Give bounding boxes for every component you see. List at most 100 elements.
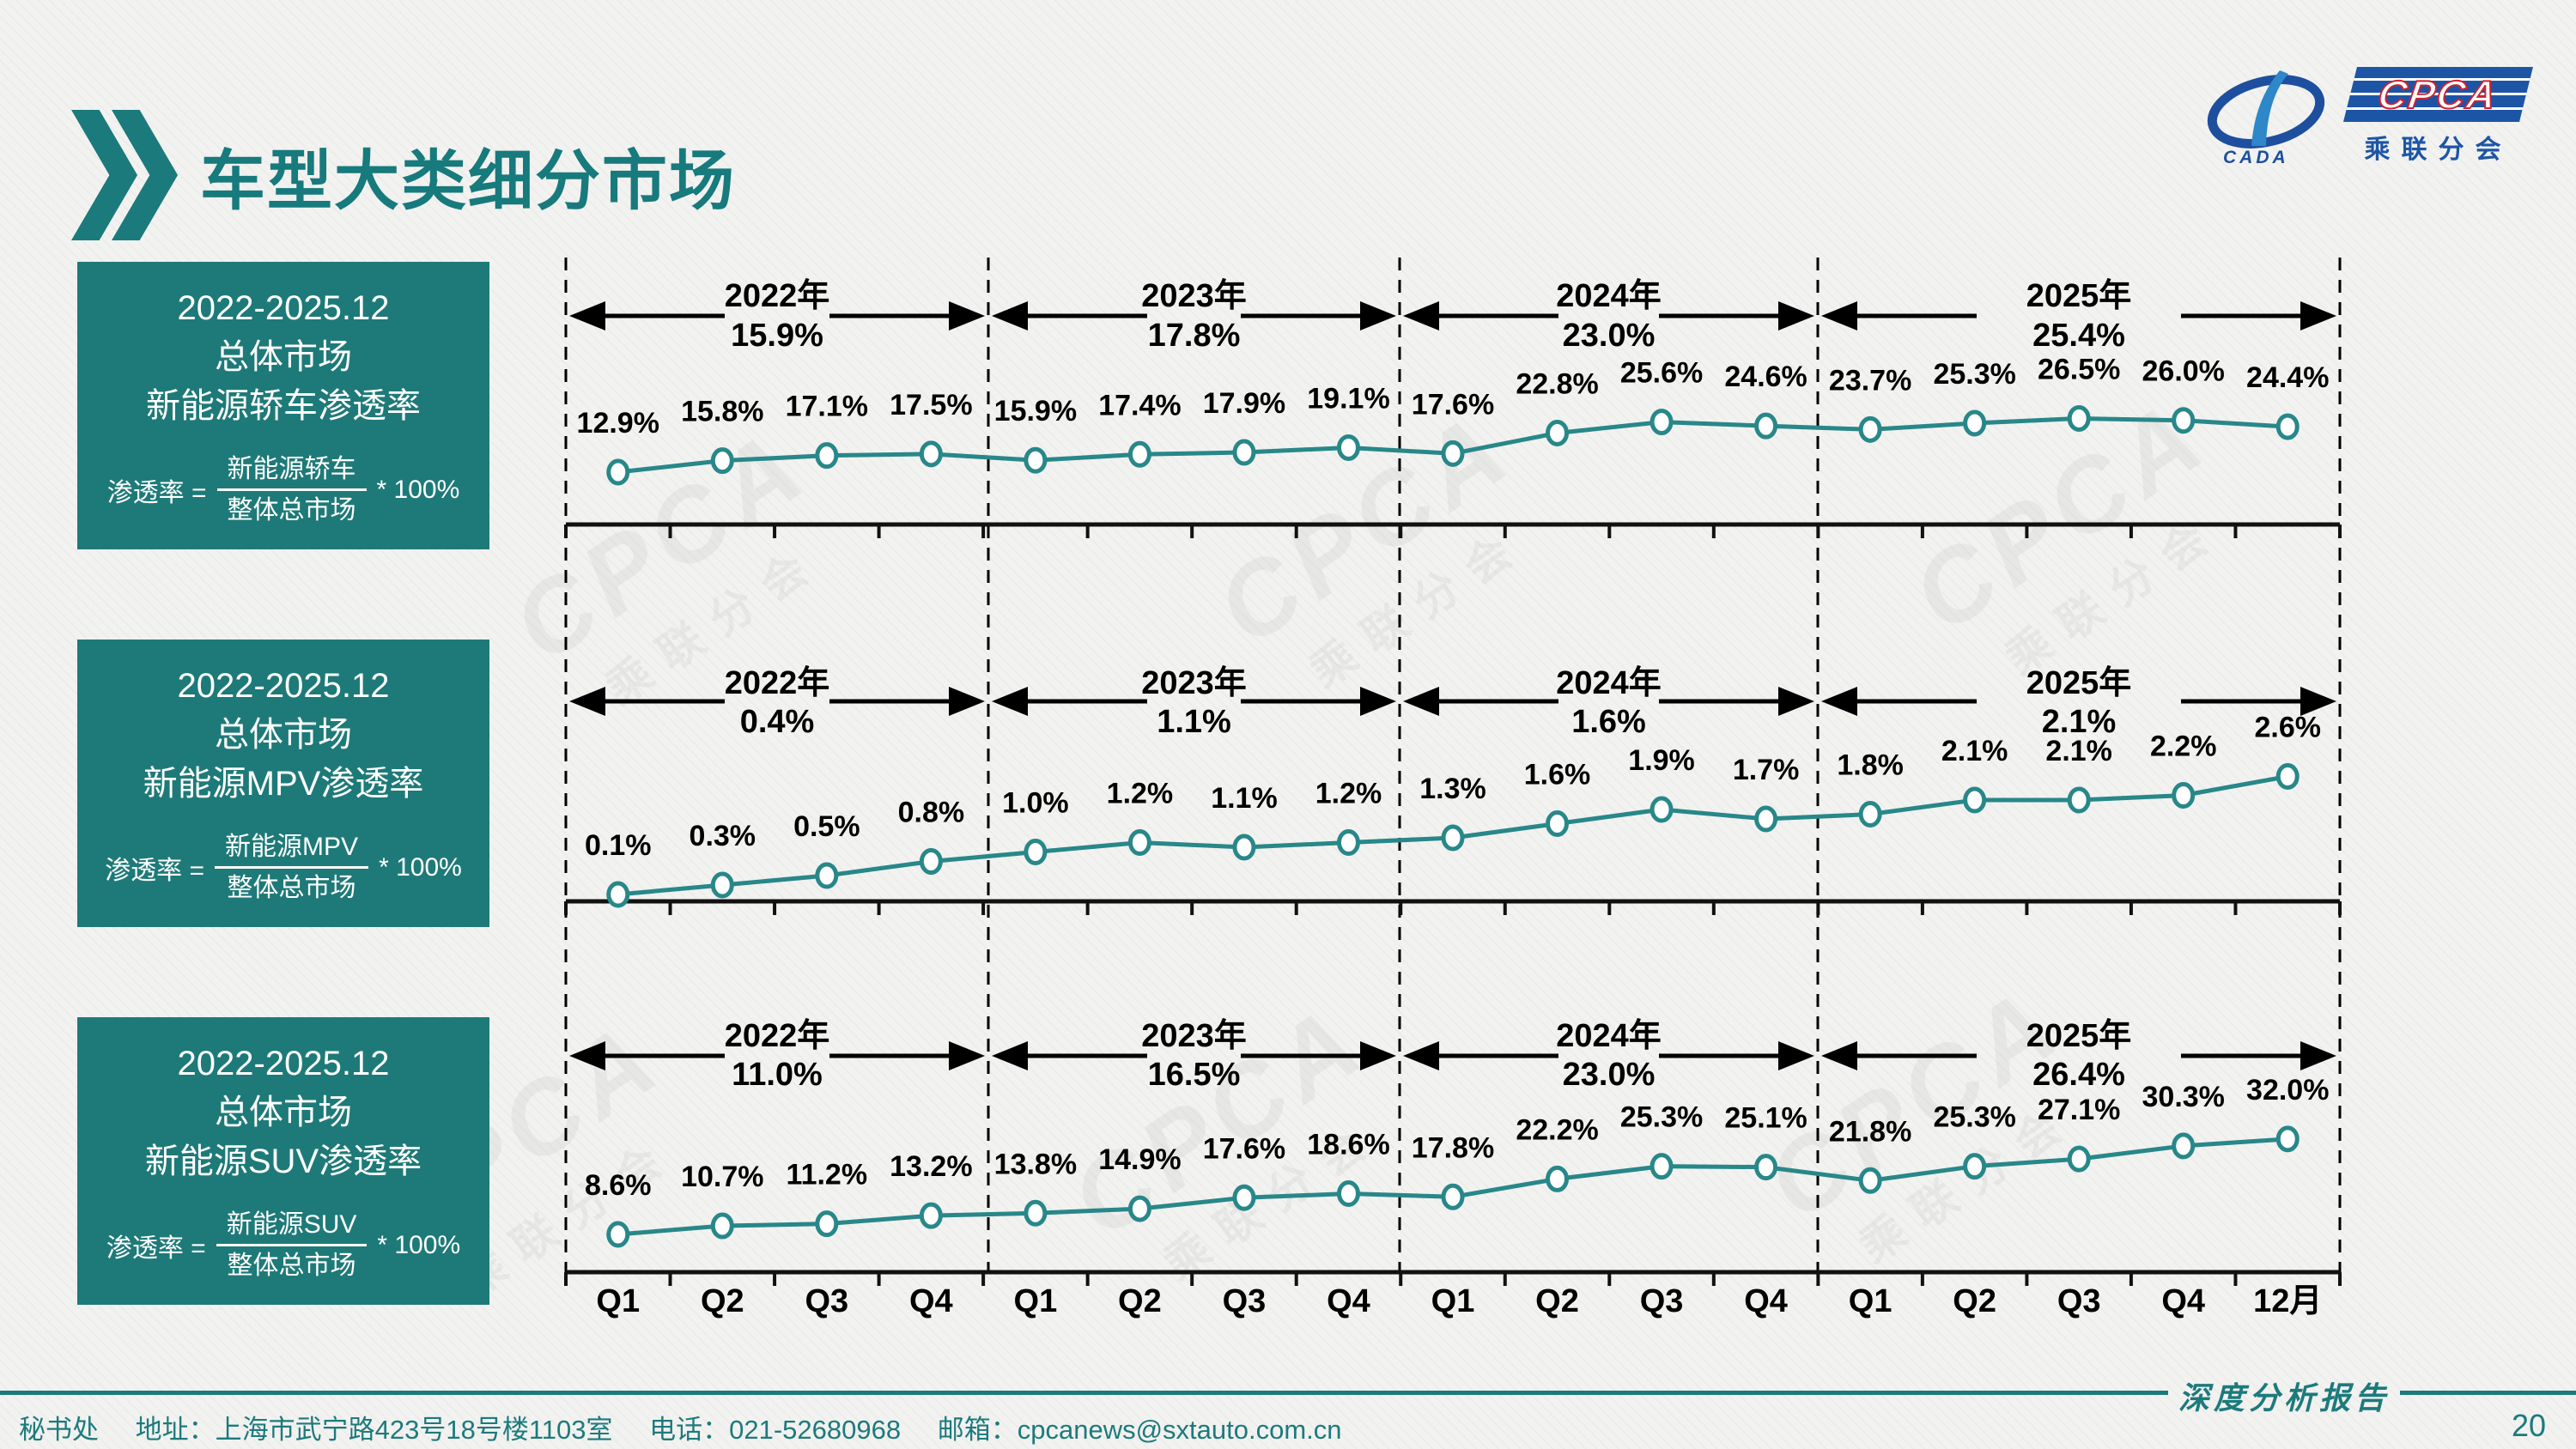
data-label: 15.9%	[994, 395, 1077, 427]
data-label: 11.2%	[787, 1159, 868, 1191]
data-label: 2.1%	[2045, 735, 2112, 767]
data-label: 17.6%	[1203, 1132, 1285, 1165]
data-label: 0.8%	[898, 797, 965, 829]
data-point	[2275, 763, 2300, 790]
panel-formula: 渗透率 = 新能源SUV 整体总市场 * 100%	[77, 1209, 489, 1282]
formula-multiplier: * 100%	[379, 852, 462, 882]
data-label: 13.8%	[994, 1148, 1077, 1180]
x-axis-label: Q3	[805, 1283, 848, 1319]
arrow-head-right-icon	[949, 301, 985, 330]
data-point	[815, 1210, 839, 1238]
arrow-head-left-icon	[1403, 301, 1439, 330]
chart-1: 2022年 15.9% 2023年 17.8% 2024年 23.0% 2025年 25.4%…	[564, 278, 2342, 538]
data-label: 12.9%	[577, 407, 659, 440]
year-average: 2.1%	[2042, 704, 2117, 740]
year-label: 2022年	[725, 1018, 830, 1054]
footer-dept: 秘书处	[19, 1415, 99, 1445]
data-label: 1.0%	[1002, 787, 1069, 820]
year-average: 0.4%	[740, 704, 815, 740]
year-average: 11.0%	[732, 1057, 823, 1093]
data-label: 17.4%	[1098, 389, 1181, 421]
panel-title: 新能源SUV渗透率	[144, 1142, 422, 1180]
panel-market: 总体市场	[215, 1094, 352, 1132]
data-point	[606, 881, 630, 908]
data-point	[919, 848, 943, 875]
data-label: 25.6%	[1620, 357, 1703, 390]
header: 车型大类细分市场	[71, 110, 736, 240]
formula-multiplier: * 100%	[376, 475, 460, 504]
data-label: 2.2%	[2150, 731, 2217, 763]
data-point	[1024, 446, 1048, 474]
formula-lhs: 渗透率 =	[106, 478, 207, 507]
x-axis-label: Q4	[909, 1283, 953, 1319]
data-label: 26.0%	[2142, 355, 2225, 388]
x-axis-label: Q4	[2161, 1283, 2205, 1319]
arrow-head-left-icon	[1821, 301, 1857, 330]
panel-mpv: 2022-2025.12 总体市场 新能源MPV渗透率 渗透率 = 新能源MPV…	[77, 640, 489, 927]
data-label: 2.6%	[2254, 712, 2321, 744]
arrow-head-left-icon	[569, 301, 605, 330]
data-label: 1.3%	[1419, 773, 1486, 805]
watermark: CPCA 乘联分会	[1893, 376, 2231, 685]
formula-fraction: 新能源MPV 整体总市场	[215, 831, 369, 905]
data-point	[2067, 786, 2091, 814]
data-label: 25.3%	[1620, 1101, 1703, 1134]
formula-denominator: 整体总市场	[227, 1252, 356, 1281]
data-label: 14.9%	[1098, 1143, 1181, 1176]
data-label: 21.8%	[1829, 1115, 1911, 1148]
year-label: 2025年	[2026, 278, 2132, 314]
data-label: 2.1%	[1941, 735, 2008, 767]
data-point	[1127, 829, 1151, 856]
formula-numerator: 新能源轿车	[216, 453, 367, 492]
data-point	[1336, 1180, 1360, 1207]
arrow-head-left-icon	[992, 1041, 1028, 1070]
data-label: 17.1%	[786, 391, 868, 423]
data-point	[1754, 412, 1778, 440]
data-label: 22.2%	[1516, 1113, 1598, 1146]
arrow-head-left-icon	[1403, 687, 1439, 716]
year-average: 23.0%	[1563, 318, 1656, 354]
arrow-head-right-icon	[1778, 301, 1814, 330]
data-label: 1.2%	[1107, 778, 1174, 810]
formula-numerator: 新能源MPV	[215, 831, 369, 870]
page-number: 20	[2511, 1408, 2546, 1443]
footer-divider	[0, 1391, 2168, 1395]
cpca-wordmark: CPCA	[2375, 71, 2502, 118]
panel-market: 总体市场	[215, 338, 352, 377]
panel-formula: 渗透率 = 新能源MPV 整体总市场 * 100%	[77, 831, 489, 905]
watermark: CPCA 乘联分会	[1747, 964, 2085, 1273]
data-point	[1649, 1153, 1674, 1180]
data-point	[1649, 409, 1674, 436]
x-axis-label: Q3	[2057, 1283, 2101, 1319]
data-label: 17.8%	[1412, 1131, 1494, 1164]
data-point	[710, 871, 734, 899]
data-point	[1232, 439, 1256, 466]
data-point	[2067, 404, 2091, 432]
year-average: 1.6%	[1571, 704, 1646, 740]
x-axis-label: Q3	[1223, 1283, 1267, 1319]
formula-numerator: 新能源SUV	[216, 1209, 368, 1247]
data-label: 23.7%	[1829, 364, 1911, 397]
data-label: 25.3%	[1933, 358, 2015, 391]
year-average: 17.8%	[1148, 318, 1241, 354]
x-axis-label: Q1	[1431, 1283, 1475, 1319]
x-axis-label: Q1	[1849, 1283, 1893, 1319]
arrow-head-left-icon	[992, 687, 1028, 716]
data-point	[1858, 801, 1882, 828]
data-label: 1.2%	[1315, 778, 1382, 810]
data-point	[1546, 810, 1570, 837]
year-label: 2024年	[1556, 278, 1662, 314]
trend-line	[617, 774, 2288, 897]
data-point	[1336, 433, 1360, 461]
arrow-head-right-icon	[1360, 301, 1396, 330]
year-label: 2024年	[1556, 1018, 1662, 1054]
year-label: 2022年	[725, 665, 830, 701]
arrow-head-left-icon	[992, 301, 1028, 330]
data-point	[1754, 1154, 1778, 1181]
watermark: CPCA 乘联分会	[493, 406, 831, 715]
panel-title: 新能源MPV渗透率	[143, 764, 424, 803]
arrow-head-right-icon	[1360, 687, 1396, 716]
footer-phone: 电话：021-52680968	[649, 1415, 902, 1445]
data-label: 24.6%	[1724, 361, 1807, 393]
data-point	[1546, 419, 1570, 446]
